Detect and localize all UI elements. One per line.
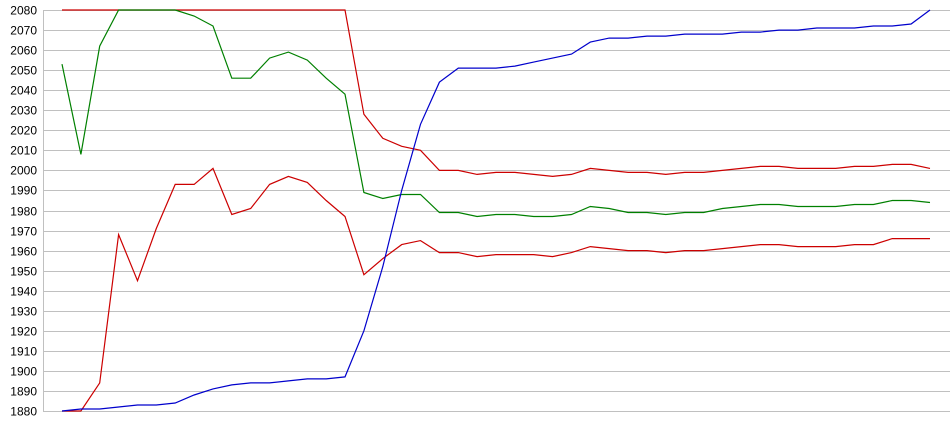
- y-tick-label: 1900: [10, 365, 37, 379]
- y-tick-label: 2050: [10, 64, 37, 78]
- y-tick-label: 2000: [10, 164, 37, 178]
- y-tick-label: 1880: [10, 405, 37, 419]
- y-tick-label: 1920: [10, 325, 37, 339]
- y-tick-label: 1940: [10, 285, 37, 299]
- y-tick-label: 1930: [10, 305, 37, 319]
- series-lines: [61, 9, 931, 412]
- y-tick-label: 1890: [10, 385, 37, 399]
- y-tick-label: 2040: [10, 84, 37, 98]
- y-tick-label: 2010: [10, 144, 37, 158]
- series-line-blue: [61, 9, 931, 412]
- y-tick-label: 2060: [10, 44, 37, 58]
- y-tick-label: 2070: [10, 24, 37, 38]
- gridlines: [43, 10, 950, 412]
- series-line-upper-red: [62, 9, 931, 178]
- series-line-green: [61, 9, 931, 218]
- y-tick-label: 1950: [10, 265, 37, 279]
- y-tick-label: 1990: [10, 184, 37, 198]
- y-tick-label: 2030: [10, 104, 37, 118]
- y-tick-label: 1970: [10, 225, 37, 239]
- y-axis-labels: 1880 1890 1900 1910 1920 1930 1940 1950 1960 1970…: [10, 4, 37, 419]
- series-line-lower-red: [62, 167, 930, 412]
- y-tick-label: 1980: [10, 205, 37, 219]
- y-tick-label: 1960: [10, 245, 37, 259]
- y-tick-label: 1910: [10, 345, 37, 359]
- y-tick-label: 2080: [10, 4, 37, 18]
- y-tick-label: 2020: [10, 124, 37, 138]
